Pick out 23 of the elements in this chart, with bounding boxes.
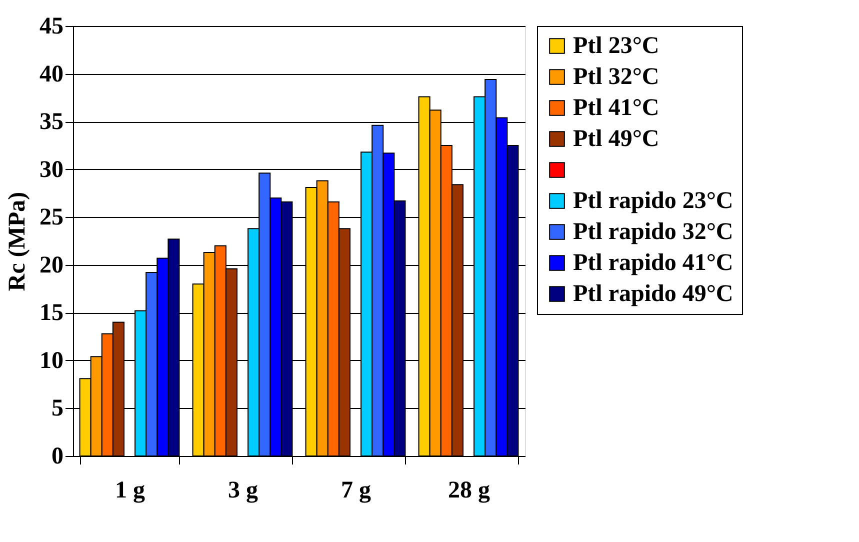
- legend-label: Ptl rapido 41°C: [573, 250, 734, 276]
- legend-label: Ptl 41°C: [573, 95, 660, 121]
- x-tick-label: 3 g: [228, 478, 258, 504]
- y-tick-label: 35: [40, 109, 64, 136]
- legend-label: Ptl 32°C: [573, 64, 660, 90]
- y-tick-label: 20: [40, 252, 64, 278]
- legend-label: Ptl rapido 49°C: [573, 281, 734, 307]
- y-tick-label: 25: [40, 204, 64, 231]
- legend-label: Ptl 49°C: [573, 126, 660, 152]
- y-tick-label: 45: [40, 14, 64, 40]
- y-tick-label: 40: [40, 61, 64, 88]
- x-tick-label: 28 g: [448, 478, 490, 504]
- legend-label: Ptl 23°C: [573, 33, 660, 59]
- legend-label: Ptl rapido 32°C: [573, 219, 734, 245]
- y-tick-label: 10: [40, 348, 64, 374]
- y-tick-label: 30: [40, 156, 64, 183]
- x-tick-label: 7 g: [341, 478, 371, 504]
- y-tick-label: 0: [52, 444, 64, 470]
- x-tick-label: 1 g: [115, 478, 145, 504]
- y-tick-label: 15: [40, 300, 64, 326]
- y-tick-label: 5: [52, 396, 64, 422]
- y-axis-title: Rc (MPa): [4, 192, 30, 292]
- legend-label: Ptl rapido 23°C: [573, 188, 734, 214]
